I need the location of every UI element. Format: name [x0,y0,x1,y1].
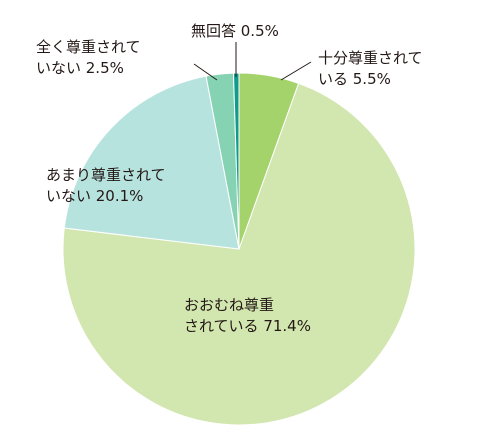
slice-juubun-label-line-2: いる 5.5% [318,70,391,88]
slice-oomune-label-line-2: されている 71.4% [184,317,311,335]
slice-mattaku-label-line-2: いない 2.5% [36,59,124,77]
slice-oomune [62,82,416,426]
slice-amari [63,75,240,250]
slice-oomune-label-line-1: おおむね尊重 [184,296,274,314]
leader-lines [193,42,312,81]
slice-amari-label-line-2: いない 20.1% [46,187,143,205]
slice-oomune-label: おおむね尊重されている 71.4% [184,296,311,335]
slice-juubun-leader-line [280,61,312,81]
slice-juubun-label: 十分尊重されている 5.5% [318,49,423,88]
slice-mattaku-label-line-1: 全く尊重されて [36,38,141,56]
slice-mukaitou-label-line-1: 無回答 0.5% [191,22,279,40]
slice-amari-label: あまり尊重されていない 20.1% [46,166,166,205]
slice-mattaku-label: 全く尊重されていない 2.5% [36,38,141,77]
slice-mattaku-leader-line [193,63,218,81]
pie-slices [62,72,416,426]
slice-juubun-label-line-1: 十分尊重されて [318,49,423,67]
slice-mukaitou-label: 無回答 0.5% [191,22,279,40]
slice-amari-label-line-1: あまり尊重されて [46,166,166,184]
slice-labels: 十分尊重されている 5.5%おおむね尊重されている 71.4%あまり尊重されてい… [36,22,423,335]
